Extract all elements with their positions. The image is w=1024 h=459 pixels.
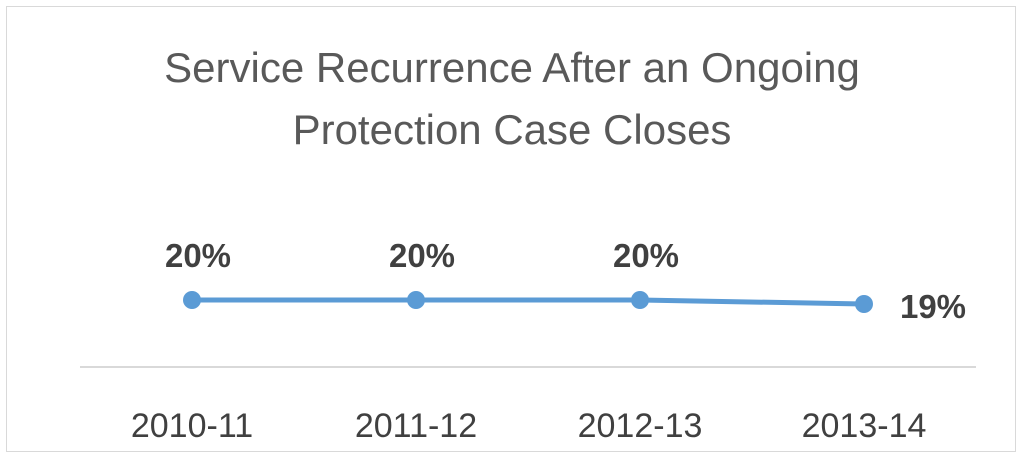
chart-title-line-1: Service Recurrence After an Ongoing (164, 44, 860, 91)
chart-title-line-2: Protection Case Closes (293, 106, 732, 153)
x-tick-label: 2011-12 (355, 407, 477, 445)
x-tick-label: 2013-14 (802, 407, 927, 445)
data-point (407, 291, 425, 309)
data-label: 20% (389, 237, 455, 274)
series-line (189, 297, 867, 307)
x-tick-label: 2010-11 (131, 407, 253, 445)
data-point (631, 291, 649, 309)
x-tick-label: 2012-13 (578, 407, 703, 445)
data-label: 20% (165, 237, 231, 274)
data-point (183, 291, 201, 309)
data-label: 19% (900, 288, 966, 325)
plot-area: 2010-11 2011-12 2012-13 2013-14 20% 20% 20% 19% (80, 237, 976, 445)
chart-frame (6, 6, 1016, 452)
data-label: 20% (613, 237, 679, 274)
data-point (855, 295, 873, 313)
